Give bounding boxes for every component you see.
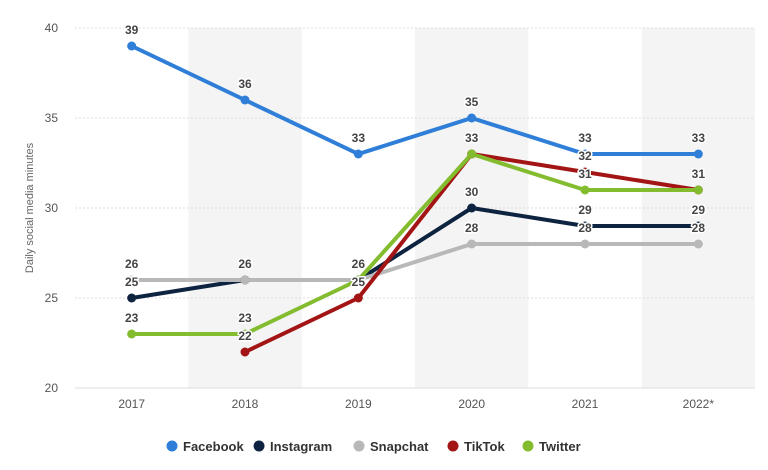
legend-marker xyxy=(353,440,365,452)
legend-label: Instagram xyxy=(270,439,332,454)
legend-label: Facebook xyxy=(183,439,244,454)
point-snapchat[interactable] xyxy=(127,275,137,285)
point-instagram[interactable] xyxy=(580,221,590,231)
data-label-snapchat: 26 xyxy=(238,257,252,271)
series-line-facebook xyxy=(129,44,701,156)
data-label-facebook: 33 xyxy=(352,131,366,145)
data-label-twitter: 26 xyxy=(352,257,366,271)
x-tick-label: 2021 xyxy=(572,397,599,411)
data-label-instagram: 29 xyxy=(692,203,706,217)
data-label-facebook: 33 xyxy=(692,131,706,145)
data-label-tiktok: 31 xyxy=(692,167,706,181)
data-label-instagram: 29 xyxy=(578,203,592,217)
point-tiktok[interactable] xyxy=(353,293,363,303)
point-facebook[interactable] xyxy=(353,149,363,159)
x-tick-label: 2020 xyxy=(458,397,485,411)
y-axis-ticks: 20 25 30 35 40 xyxy=(45,21,59,395)
legend-label: TikTok xyxy=(464,439,505,454)
x-tick-label: 2019 xyxy=(345,397,372,411)
data-label-instagram: 26 xyxy=(352,257,366,271)
y-tick-label: 40 xyxy=(45,21,59,35)
point-facebook[interactable] xyxy=(580,149,590,159)
data-label-snapchat: 26 xyxy=(125,257,139,271)
legend-item-snapchat[interactable]: Snapchat xyxy=(353,439,430,454)
point-tiktok[interactable] xyxy=(240,347,250,357)
legend-marker xyxy=(522,440,534,452)
series-line-snapchat xyxy=(129,242,701,282)
y-tick-label: 30 xyxy=(45,201,59,215)
data-label-instagram: 25 xyxy=(125,275,139,289)
x-axis-ticks: 2017 2018 2019 2020 2021 2022* xyxy=(118,397,714,411)
point-twitter[interactable] xyxy=(127,329,137,339)
y-tick-label: 25 xyxy=(45,291,59,305)
point-tiktok[interactable] xyxy=(580,167,590,177)
point-facebook[interactable] xyxy=(127,41,137,51)
data-label-snapchat: 28 xyxy=(692,221,706,235)
legend-item-instagram[interactable]: Instagram xyxy=(253,439,333,454)
point-snapchat[interactable] xyxy=(693,239,703,249)
point-twitter[interactable] xyxy=(467,149,477,159)
data-label-instagram: 30 xyxy=(465,185,479,199)
point-facebook[interactable] xyxy=(467,113,477,123)
data-label-snapchat: 28 xyxy=(578,221,592,235)
point-facebook[interactable] xyxy=(693,149,703,159)
y-tick-label: 20 xyxy=(45,381,59,395)
y-tick-label: 35 xyxy=(45,111,59,125)
series-line-twitter xyxy=(129,152,701,336)
data-label-facebook: 39 xyxy=(125,23,139,37)
data-label-tiktok: 25 xyxy=(352,275,366,289)
legend-marker xyxy=(253,440,265,452)
data-label-snapchat: 28 xyxy=(465,221,479,235)
data-label-twitter: 23 xyxy=(125,311,139,325)
point-twitter[interactable] xyxy=(693,185,703,195)
data-label-tiktok: 33 xyxy=(465,131,479,145)
point-twitter[interactable] xyxy=(240,329,250,339)
data-label-twitter: 33 xyxy=(465,131,479,145)
point-twitter[interactable] xyxy=(353,275,363,285)
legend-item-twitter[interactable]: Twitter xyxy=(522,439,581,454)
y-axis-label: Daily social media minutes xyxy=(24,142,36,273)
legend-item-tiktok[interactable]: TikTok xyxy=(447,439,506,454)
data-label-twitter: 31 xyxy=(692,167,706,181)
point-instagram[interactable] xyxy=(127,293,137,303)
data-label-snapchat: 26 xyxy=(352,257,366,271)
point-snapchat[interactable] xyxy=(580,239,590,249)
legend-marker xyxy=(166,440,178,452)
point-snapchat[interactable] xyxy=(240,275,250,285)
legend-item-facebook[interactable]: Facebook xyxy=(166,439,245,454)
data-label-tiktok: 32 xyxy=(578,149,592,163)
point-instagram[interactable] xyxy=(693,221,703,231)
point-twitter[interactable] xyxy=(580,185,590,195)
series-points xyxy=(127,41,703,357)
data-label-twitter: 23 xyxy=(238,311,252,325)
point-instagram[interactable] xyxy=(467,203,477,213)
legend-marker xyxy=(447,440,459,452)
legend-label: Twitter xyxy=(539,439,581,454)
data-label-tiktok: 22 xyxy=(238,329,252,343)
point-facebook[interactable] xyxy=(240,95,250,105)
legend: Facebook Instagram Snapchat TikTok Twitter xyxy=(166,439,581,454)
point-snapchat[interactable] xyxy=(467,239,477,249)
data-label-facebook: 35 xyxy=(465,95,479,109)
data-label-facebook: 33 xyxy=(578,131,592,145)
data-label-instagram: 26 xyxy=(238,257,252,271)
series-line-instagram xyxy=(129,206,701,300)
data-label-facebook: 36 xyxy=(238,77,252,91)
grid-lines xyxy=(75,27,755,389)
legend-label: Snapchat xyxy=(370,439,429,454)
x-tick-label: 2017 xyxy=(118,397,145,411)
x-tick-label: 2018 xyxy=(232,397,259,411)
x-tick-label: 2022* xyxy=(683,397,715,411)
data-label-twitter: 31 xyxy=(578,167,592,181)
